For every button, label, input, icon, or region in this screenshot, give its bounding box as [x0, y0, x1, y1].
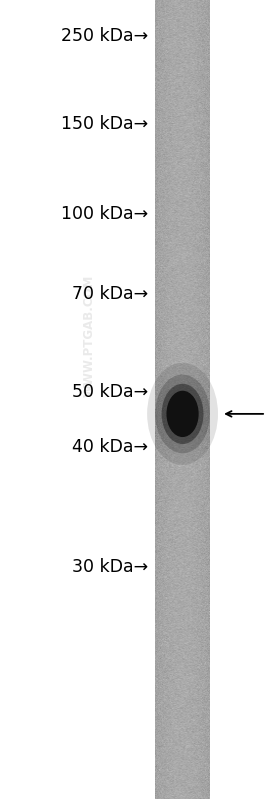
Text: 100 kDa→: 100 kDa→	[61, 205, 148, 223]
Text: 50 kDa→: 50 kDa→	[72, 383, 148, 400]
Ellipse shape	[162, 384, 204, 444]
Ellipse shape	[147, 363, 218, 465]
Text: 30 kDa→: 30 kDa→	[72, 559, 148, 576]
Text: 250 kDa→: 250 kDa→	[61, 27, 148, 45]
Ellipse shape	[166, 391, 199, 437]
Ellipse shape	[155, 375, 210, 453]
Text: 70 kDa→: 70 kDa→	[72, 285, 148, 303]
Text: 150 kDa→: 150 kDa→	[61, 115, 148, 133]
Text: WWW.PTGAB.COM: WWW.PTGAB.COM	[83, 274, 96, 397]
Text: 40 kDa→: 40 kDa→	[73, 439, 148, 456]
